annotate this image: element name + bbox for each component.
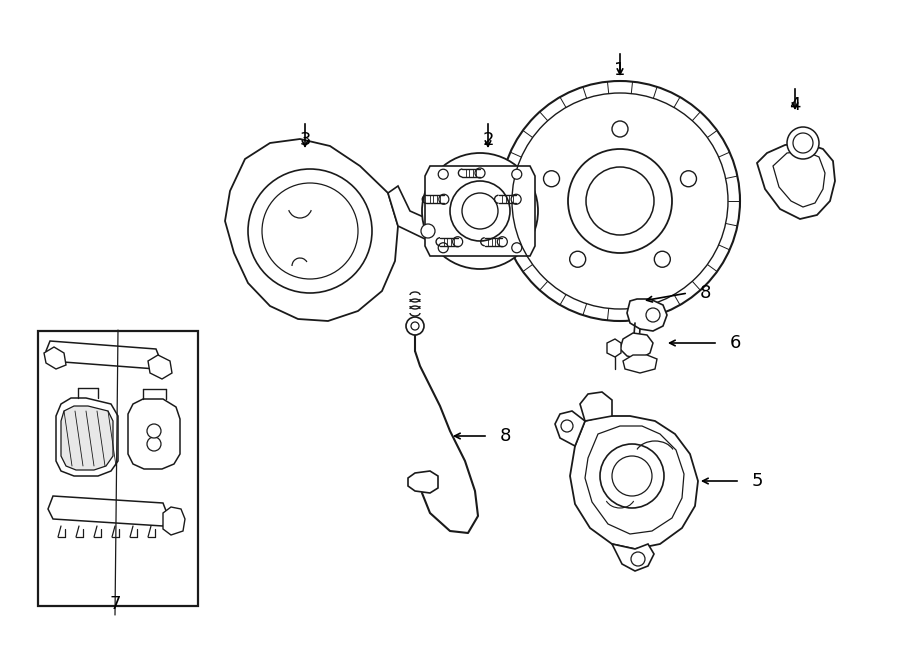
Polygon shape: [607, 339, 621, 357]
Bar: [38, 331, 198, 606]
Circle shape: [438, 169, 448, 179]
Circle shape: [439, 194, 449, 204]
Circle shape: [561, 420, 573, 432]
Circle shape: [680, 171, 697, 187]
Circle shape: [438, 243, 448, 253]
Circle shape: [462, 193, 498, 229]
Polygon shape: [425, 166, 535, 256]
Circle shape: [248, 169, 372, 293]
Circle shape: [793, 133, 813, 153]
Polygon shape: [44, 347, 66, 369]
Circle shape: [600, 444, 664, 508]
Polygon shape: [46, 341, 160, 369]
Circle shape: [612, 456, 652, 496]
Circle shape: [453, 237, 463, 247]
Circle shape: [262, 183, 358, 279]
Polygon shape: [163, 507, 185, 535]
Circle shape: [787, 127, 819, 159]
Text: 4: 4: [789, 96, 801, 114]
Polygon shape: [585, 426, 684, 534]
Circle shape: [631, 552, 645, 566]
Polygon shape: [555, 411, 585, 446]
Circle shape: [421, 224, 435, 238]
Polygon shape: [623, 355, 657, 373]
Text: 7: 7: [109, 595, 121, 613]
Polygon shape: [148, 355, 172, 379]
Polygon shape: [128, 399, 180, 469]
Circle shape: [498, 237, 508, 247]
Circle shape: [612, 121, 628, 137]
Circle shape: [511, 194, 521, 204]
Polygon shape: [757, 143, 835, 219]
Circle shape: [147, 424, 161, 438]
Polygon shape: [580, 392, 612, 421]
Polygon shape: [570, 416, 698, 549]
Text: 5: 5: [752, 472, 763, 490]
Text: 3: 3: [299, 131, 310, 149]
Polygon shape: [773, 151, 825, 207]
Polygon shape: [620, 333, 653, 359]
Circle shape: [646, 308, 660, 322]
Circle shape: [411, 322, 419, 330]
Polygon shape: [56, 398, 118, 476]
Circle shape: [406, 317, 424, 335]
Circle shape: [570, 251, 586, 267]
Text: 6: 6: [730, 334, 742, 352]
Circle shape: [512, 169, 522, 179]
Circle shape: [512, 243, 522, 253]
Polygon shape: [388, 186, 442, 246]
Text: 1: 1: [615, 61, 626, 79]
Circle shape: [654, 251, 670, 267]
Circle shape: [422, 153, 538, 269]
Polygon shape: [225, 139, 398, 321]
Circle shape: [147, 437, 161, 451]
Polygon shape: [61, 406, 113, 470]
Text: 8: 8: [700, 284, 711, 302]
Circle shape: [568, 149, 672, 253]
Polygon shape: [612, 544, 654, 571]
Text: 8: 8: [500, 427, 511, 445]
Polygon shape: [627, 299, 667, 331]
Text: 2: 2: [482, 131, 494, 149]
Circle shape: [500, 81, 740, 321]
Circle shape: [586, 167, 654, 235]
Polygon shape: [408, 471, 438, 493]
Circle shape: [544, 171, 560, 187]
Circle shape: [450, 181, 510, 241]
Circle shape: [475, 168, 485, 178]
Polygon shape: [48, 496, 168, 526]
